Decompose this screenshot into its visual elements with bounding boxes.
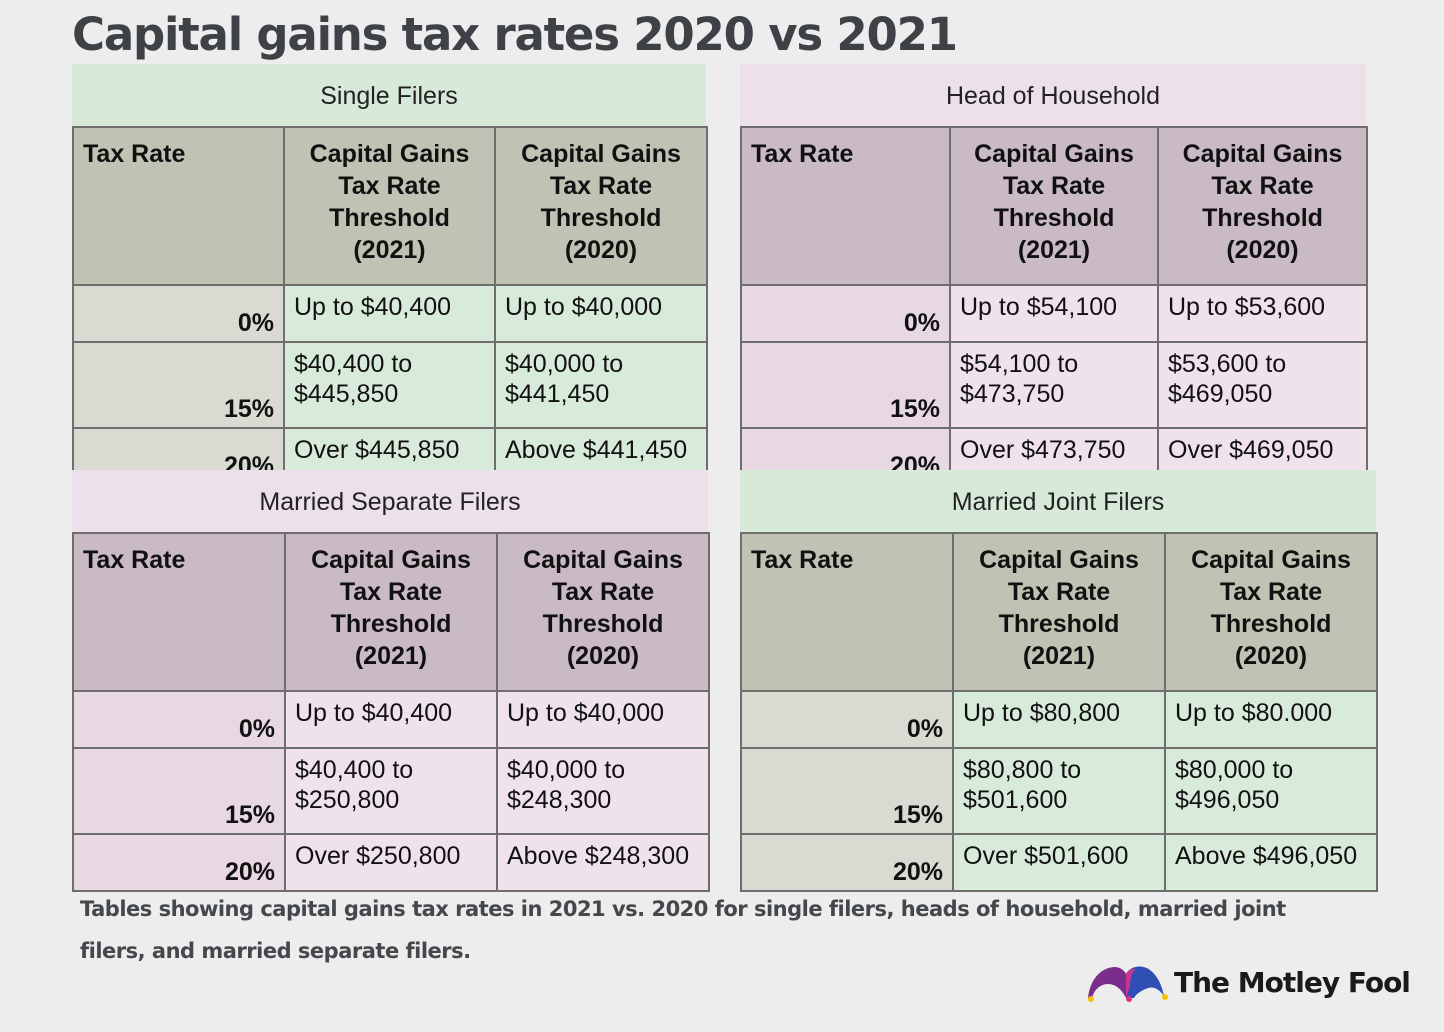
table-row: 0% Up to $40,400 Up to $40,000 [72,284,708,343]
column-header-tax-rate: Tax Rate [740,126,951,286]
panel-title: Single Filers [72,64,706,126]
tax-table: Tax Rate Capital Gains Tax Rate Threshol… [740,532,1378,892]
rate-cell: 15% [740,341,951,429]
brand-name: The Motley Fool [1174,965,1411,999]
threshold-2020-cell: $40,000 to $441,450 [494,341,708,429]
panel-title: Married Separate Filers [72,470,708,532]
column-header-2021: Capital Gains Tax Rate Threshold (2021) [949,126,1159,286]
panel-married-separate-filers: Married Separate Filers Tax Rate Capital… [72,470,710,892]
rate-cell: 0% [72,284,285,343]
table-row: 15% $54,100 to $473,750 $53,600 to $469,… [740,341,1368,429]
column-header-2021: Capital Gains Tax Rate Threshold (2021) [284,532,498,692]
table-row: 0% Up to $40,400 Up to $40,000 [72,690,710,749]
table-row: 0% Up to $54,100 Up to $53,600 [740,284,1368,343]
table-row: 15% $40,400 to $250,800 $40,000 to $248,… [72,747,710,835]
panel-single-filers: Single Filers Tax Rate Capital Gains Tax… [72,64,708,486]
image-caption: Tables showing capital gains tax rates i… [80,897,1286,963]
tax-table: Tax Rate Capital Gains Tax Rate Threshol… [72,126,708,486]
rate-cell: 20% [72,833,286,892]
threshold-2021-cell: Up to $80,800 [952,690,1166,749]
panel-title: Head of Household [740,64,1366,126]
threshold-2020-cell: Above $496,050 [1164,833,1378,892]
rate-cell: 15% [72,747,286,835]
threshold-2020-cell: Up to $40,000 [494,284,708,343]
threshold-2020-cell: Up to $53,600 [1157,284,1368,343]
panel-married-joint-filers: Married Joint Filers Tax Rate Capital Ga… [740,470,1378,892]
column-header-tax-rate: Tax Rate [72,126,285,286]
table-row: 20% Over $501,600 Above $496,050 [740,833,1378,892]
table-row: 0% Up to $80,800 Up to $80.000 [740,690,1378,749]
table-row: 15% $80,800 to $501,600 $80,000 to $496,… [740,747,1378,835]
threshold-2021-cell: Over $250,800 [284,833,498,892]
threshold-2020-cell: $40,000 to $248,300 [496,747,710,835]
threshold-2020-cell: $80,000 to $496,050 [1164,747,1378,835]
column-header-2020: Capital Gains Tax Rate Threshold (2020) [496,532,710,692]
threshold-2021-cell: $40,400 to $445,850 [283,341,496,429]
threshold-2021-cell: Over $501,600 [952,833,1166,892]
threshold-2021-cell: $54,100 to $473,750 [949,341,1159,429]
column-header-2020: Capital Gains Tax Rate Threshold (2020) [1157,126,1368,286]
column-header-2020: Capital Gains Tax Rate Threshold (2020) [494,126,708,286]
tax-table: Tax Rate Capital Gains Tax Rate Threshol… [740,126,1368,486]
threshold-2021-cell: $40,400 to $250,800 [284,747,498,835]
rate-cell: 20% [740,833,954,892]
rate-cell: 15% [72,341,285,429]
rate-cell: 0% [740,284,951,343]
threshold-2021-cell: Up to $40,400 [284,690,498,749]
column-header-2020: Capital Gains Tax Rate Threshold (2020) [1164,532,1378,692]
brand-logo: The Motley Fool [1086,962,1411,1002]
threshold-2021-cell: Up to $54,100 [949,284,1159,343]
table-row: 15% $40,400 to $445,850 $40,000 to $441,… [72,341,708,429]
column-header-tax-rate: Tax Rate [740,532,954,692]
column-header-2021: Capital Gains Tax Rate Threshold (2021) [952,532,1166,692]
panel-title: Married Joint Filers [740,470,1376,532]
panel-head-of-household: Head of Household Tax Rate Capital Gains… [740,64,1368,486]
tax-table: Tax Rate Capital Gains Tax Rate Threshol… [72,532,710,892]
jester-cap-icon [1088,966,1168,1002]
threshold-2021-cell: Up to $40,400 [283,284,496,343]
rate-cell: 0% [72,690,286,749]
threshold-2020-cell: Up to $80.000 [1164,690,1378,749]
threshold-2021-cell: $80,800 to $501,600 [952,747,1166,835]
page-title: Capital gains tax rates 2020 vs 2021 [72,8,958,61]
rate-cell: 0% [740,690,954,749]
table-row: 20% Over $250,800 Above $248,300 [72,833,710,892]
column-header-2021: Capital Gains Tax Rate Threshold (2021) [283,126,496,286]
column-header-tax-rate: Tax Rate [72,532,286,692]
threshold-2020-cell: $53,600 to $469,050 [1157,341,1368,429]
threshold-2020-cell: Up to $40,000 [496,690,710,749]
rate-cell: 15% [740,747,954,835]
threshold-2020-cell: Above $248,300 [496,833,710,892]
